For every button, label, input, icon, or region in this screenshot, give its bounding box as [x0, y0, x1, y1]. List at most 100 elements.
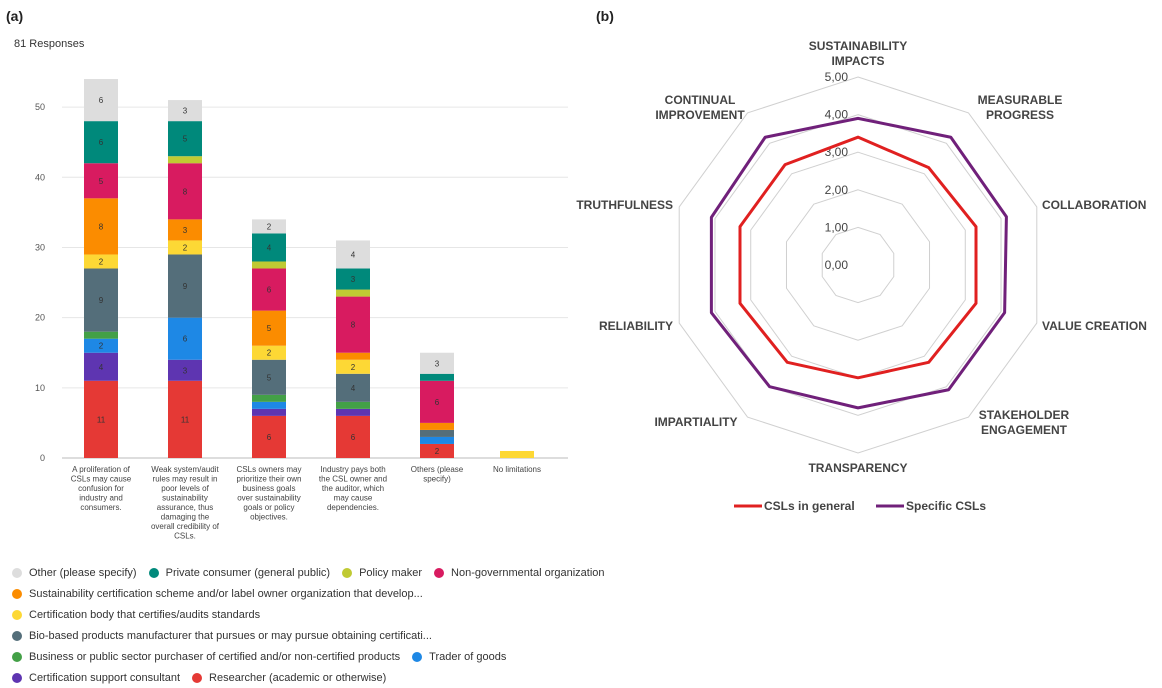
bar-segment [336, 359, 370, 374]
bar-segment [252, 219, 286, 234]
bar-segment [420, 443, 454, 458]
bar-segment [336, 415, 370, 458]
bar-data-label: 2 [267, 349, 272, 358]
bar-data-label: 5 [267, 373, 272, 382]
bar-data-label: 5 [267, 324, 272, 333]
bar-segment [84, 121, 118, 164]
legend-row: Business or public sector purchaser of c… [12, 646, 632, 667]
x-category-label: Others (please specify) [411, 465, 464, 484]
bar-segment [420, 380, 454, 423]
legend-item: Business or public sector purchaser of c… [12, 651, 400, 663]
radar-grid-ring [714, 114, 1002, 416]
bar-segment [252, 359, 286, 395]
bar-segment [252, 345, 286, 360]
legend-item: Trader of goods [412, 651, 506, 663]
bar-data-label: 2 [183, 243, 188, 252]
bar-segment [168, 163, 202, 220]
radar-axis-label: VALUE CREATION [1042, 319, 1147, 333]
bar-data-label: 6 [183, 335, 188, 344]
radar-series-line [709, 116, 1008, 410]
radar-series-line [738, 135, 978, 380]
bar-data-label: 5 [183, 135, 188, 144]
bar-segment [336, 289, 370, 297]
bar-segment [168, 219, 202, 241]
bar-segment [84, 352, 118, 381]
legend-color-dot [12, 609, 22, 620]
bar-segment [336, 296, 370, 353]
legend-label: Trader of goods [429, 650, 507, 663]
bar-data-label: 9 [99, 296, 104, 305]
legend-color-dot [148, 567, 159, 578]
bar-segment [84, 380, 118, 458]
radar-grid-ring [750, 151, 966, 379]
bar-data-label: 6 [267, 286, 272, 295]
bar-segment [168, 100, 202, 122]
legend-item: Non-governmental organization [434, 567, 605, 579]
legend-row: Other (please specify) Private consumer (… [12, 562, 632, 583]
bar-data-label: 6 [351, 433, 356, 442]
radar-axis-label: COLLABORATION [1042, 198, 1146, 212]
bar-segment [168, 359, 202, 381]
bar-data-label: 4 [351, 250, 356, 259]
bar-data-label: 2 [435, 447, 440, 456]
responses-count: 81 Responses [14, 38, 85, 50]
legend-label: Other (please specify) [29, 566, 137, 579]
radar-axis-label: MEASURABLE PROGRESS [978, 93, 1063, 122]
bar-segment [252, 261, 286, 269]
bar-segment [84, 268, 118, 332]
x-category-label: No limitations [493, 465, 541, 474]
radar-tick-label: 5,00 [825, 70, 849, 84]
radar-axis-label: STAKEHOLDER ENGAGEMENT [979, 408, 1070, 437]
legend-row: Certification support consultant Research… [12, 667, 632, 688]
legend-label: Business or public sector purchaser of c… [29, 650, 401, 663]
bar-segment [420, 352, 454, 374]
bar-data-label: 2 [351, 363, 356, 372]
x-category-label: Weak system/audit rules may result in poor… [151, 465, 220, 541]
bar-segment [252, 408, 286, 416]
bar-segment [336, 401, 370, 409]
bar-data-label: 6 [99, 96, 104, 105]
bar-data-label: 3 [183, 366, 188, 375]
y-tick-label: 10 [35, 383, 45, 393]
radar-legend-label: Specific CSLs [906, 499, 986, 513]
bar-data-label: 4 [351, 384, 356, 393]
bar-segment [336, 240, 370, 269]
radar-tick-label: 2,00 [825, 183, 849, 197]
legend-label: Certification body that certifies/audits… [29, 608, 261, 621]
bar-data-label: 2 [267, 222, 272, 231]
bar-segment [252, 415, 286, 458]
bar-segment [420, 422, 454, 430]
bar-segment [84, 338, 118, 353]
legend-item: Certification body that certifies/audits… [12, 609, 260, 621]
radar-grid-ring [678, 76, 1038, 454]
legend-item: Other (please specify) [12, 567, 137, 579]
bar-segment [252, 394, 286, 402]
x-category-label: CSLs owners may prioritize their own busin… [237, 465, 302, 522]
legend-label: Certification support consultant [29, 671, 181, 684]
legend-item: Bio-based products manufacturer that pur… [12, 630, 432, 642]
bar-data-label: 4 [99, 363, 104, 372]
bar-segment [168, 317, 202, 360]
legend-label: Sustainability certification scheme and/… [29, 587, 423, 600]
bar-segment [252, 401, 286, 409]
legend-item: Sustainability certification scheme and/… [12, 588, 423, 600]
bar-data-label: 11 [97, 415, 106, 424]
bar-data-label: 8 [351, 321, 356, 330]
legend-item: Private consumer (general public) [148, 567, 330, 579]
bar-segment [84, 331, 118, 339]
bar-data-label: 3 [351, 275, 356, 284]
radar-axis-label: CONTINUAL IMPROVEMENT [655, 93, 745, 122]
bar-segment [252, 310, 286, 346]
y-tick-label: 0 [40, 453, 45, 463]
legend-color-dot [412, 651, 423, 662]
bar-data-label: 11 [181, 415, 190, 424]
legend-item: Researcher (academic or otherwise) [192, 672, 386, 684]
radar-axis-label: TRUTHFULNESS [576, 198, 673, 212]
y-tick-label: 50 [35, 102, 45, 112]
bar-segment [500, 450, 534, 458]
radar-axis-label: RELIABILITY [599, 319, 673, 333]
stacked-bar-chart: 0 10 20 30 40 50 11 4 2 9 2 8 5 6 6 A proliferation of C… [35, 79, 568, 541]
legend-label: Policy maker [359, 566, 423, 579]
bar-segment [336, 352, 370, 360]
legend-color-dot [12, 672, 22, 683]
